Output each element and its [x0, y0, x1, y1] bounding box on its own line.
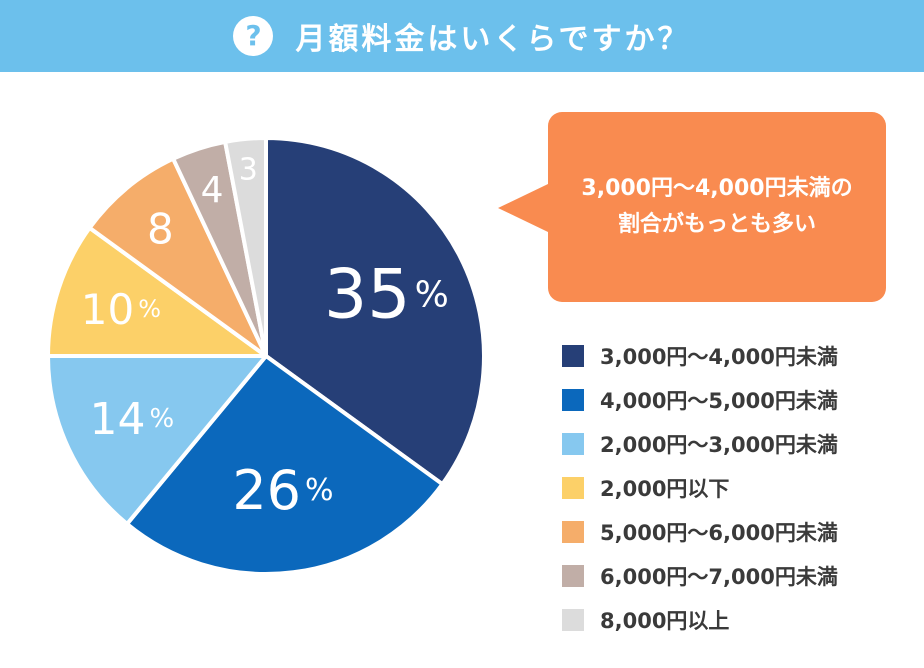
pie-slice — [87, 156, 268, 358]
legend-swatch — [562, 565, 584, 587]
legend-label: 2,000円〜3,000円未満 — [600, 433, 838, 457]
pie-slice — [264, 136, 486, 487]
header-bar: ? 月額料金はいくらですか？ — [0, 0, 924, 72]
pie-slice — [46, 354, 268, 526]
slice-value-label: 10% — [81, 284, 161, 333]
legend-item: 2,000円以下 — [562, 466, 838, 510]
pie-slice — [46, 225, 268, 358]
pie-chart: 35 % 26 % 14 % 10 % 843 — [46, 136, 486, 576]
pie-slice — [223, 136, 268, 358]
callout-bubble: 3,000円〜4,000円未満の 割合がもっとも多い — [498, 112, 886, 302]
legend-swatch — [562, 477, 584, 499]
slice-value-label: 14% — [90, 394, 175, 445]
legend-swatch — [562, 609, 584, 631]
legend-item: 6,000円〜7,000円未満 — [562, 554, 838, 598]
question-icon: ? — [233, 16, 274, 56]
callout-line-2: 割合がもっとも多い — [617, 212, 816, 237]
slice-value-label: 35% — [324, 255, 449, 334]
legend-swatch — [562, 389, 584, 411]
chart-legend: 3,000円〜4,000円未満 4,000円〜5,000円未満 2,000円〜3,0… — [562, 334, 838, 642]
legend-swatch — [562, 433, 584, 455]
slice-value-label: 8 — [147, 204, 174, 253]
legend-label: 4,000円〜5,000円未満 — [600, 389, 838, 413]
page-title: 月額料金はいくらですか？ — [295, 22, 691, 57]
legend-item: 5,000円〜6,000円未満 — [562, 510, 838, 554]
legend-label: 6,000円〜7,000円未満 — [600, 565, 838, 589]
slice-value-label: 26% — [232, 459, 333, 522]
legend-item: 8,000円以上 — [562, 598, 838, 642]
legend-swatch — [562, 345, 584, 367]
legend-item: 2,000円〜3,000円未満 — [562, 422, 838, 466]
legend-swatch — [562, 521, 584, 543]
callout-line-1: 3,000円〜4,000円未満の — [581, 176, 853, 201]
slice-value-label: 3 — [239, 152, 258, 187]
legend-item: 4,000円〜5,000円未満 — [562, 378, 838, 422]
legend-label: 2,000円以下 — [600, 477, 730, 501]
legend-label: 3,000円〜4,000円未満 — [600, 345, 838, 369]
legend-label: 8,000円以上 — [600, 609, 730, 633]
slice-value-label: 4 — [201, 170, 224, 211]
legend-label: 5,000円〜6,000円未満 — [600, 521, 838, 545]
pie-slice — [125, 354, 445, 576]
legend-item: 3,000円〜4,000円未満 — [562, 334, 838, 378]
